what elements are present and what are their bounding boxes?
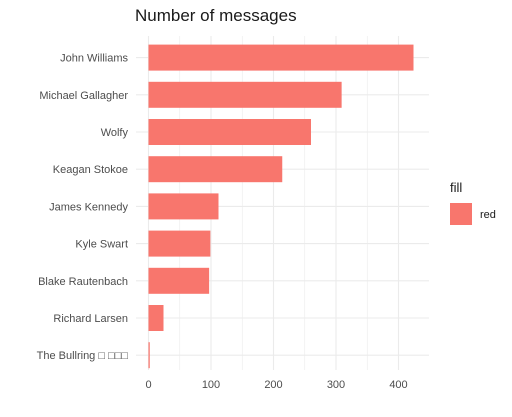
category-labels: John Williams Michael Gallagher Wolfy Keaga… <box>37 53 129 363</box>
category-label: Blake Rautenbach <box>38 276 128 288</box>
bar <box>149 305 164 331</box>
bar <box>149 119 312 145</box>
legend-key-swatch <box>450 203 472 225</box>
bar <box>149 193 219 219</box>
category-label: John Williams <box>60 53 128 65</box>
x-tick-label: 300 <box>327 379 345 391</box>
category-label: Richard Larsen <box>53 313 128 325</box>
legend: fill red <box>450 180 496 225</box>
bar <box>149 45 414 71</box>
x-tick-label: 400 <box>389 379 407 391</box>
category-label: Keagan Stokoe <box>53 164 128 176</box>
category-label: Michael Gallagher <box>39 90 128 102</box>
x-tick-labels: 0 100 200 300 400 <box>145 379 407 391</box>
bar <box>149 231 211 257</box>
category-label: Wolfy <box>101 127 129 139</box>
category-label: James Kennedy <box>49 201 128 213</box>
x-tick-label: 200 <box>264 379 282 391</box>
chart-title: Number of messages <box>135 6 297 25</box>
legend-title: fill <box>450 180 462 195</box>
category-label: The Bullring □ □□□ <box>37 350 129 362</box>
bar <box>149 156 283 182</box>
category-label: Kyle Swart <box>75 239 128 251</box>
bar <box>149 82 342 108</box>
x-tick-label: 0 <box>145 379 151 391</box>
bar <box>149 342 150 368</box>
legend-label: red <box>480 209 496 221</box>
bar <box>149 268 210 294</box>
x-tick-label: 100 <box>202 379 220 391</box>
